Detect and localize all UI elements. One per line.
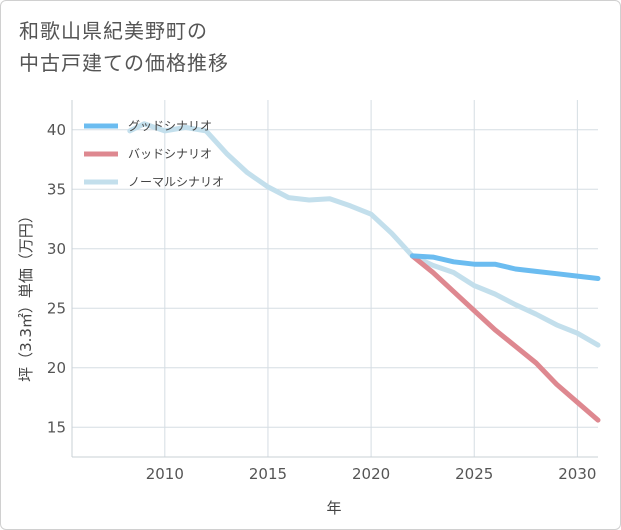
legend-label: ノーマルシナリオ — [128, 175, 224, 189]
series-line-1 — [409, 253, 601, 423]
chart-title: 和歌山県紀美野町の 中古戸建ての価格推移 — [19, 15, 229, 79]
y-tick-label: 40 — [47, 121, 66, 139]
chart-title-line1: 和歌山県紀美野町の — [19, 19, 208, 43]
x-tick-label: 2015 — [249, 465, 287, 483]
x-tick-label: 2010 — [146, 465, 184, 483]
series-line-0 — [409, 253, 601, 281]
y-tick-label: 30 — [47, 240, 66, 258]
x-axis-label: 年 — [326, 499, 341, 517]
series-line-2 — [127, 121, 601, 348]
x-tick-label: 2020 — [352, 465, 390, 483]
x-tick-label: 2030 — [558, 465, 596, 483]
y-tick-label: 15 — [47, 418, 66, 436]
legend-label: グッドシナリオ — [128, 119, 212, 133]
grid-lines — [72, 100, 598, 457]
y-tick-label: 25 — [47, 299, 66, 317]
x-tick-label: 2025 — [455, 465, 493, 483]
series-lines — [127, 121, 601, 423]
legend-label: バッドシナリオ — [128, 147, 212, 161]
y-tick-label: 20 — [47, 359, 66, 377]
y-axis-label: 坪（3.3㎡）単価（万円） — [17, 208, 35, 382]
y-tick-label: 35 — [47, 180, 66, 198]
chart-title-line2: 中古戸建ての価格推移 — [19, 51, 229, 75]
